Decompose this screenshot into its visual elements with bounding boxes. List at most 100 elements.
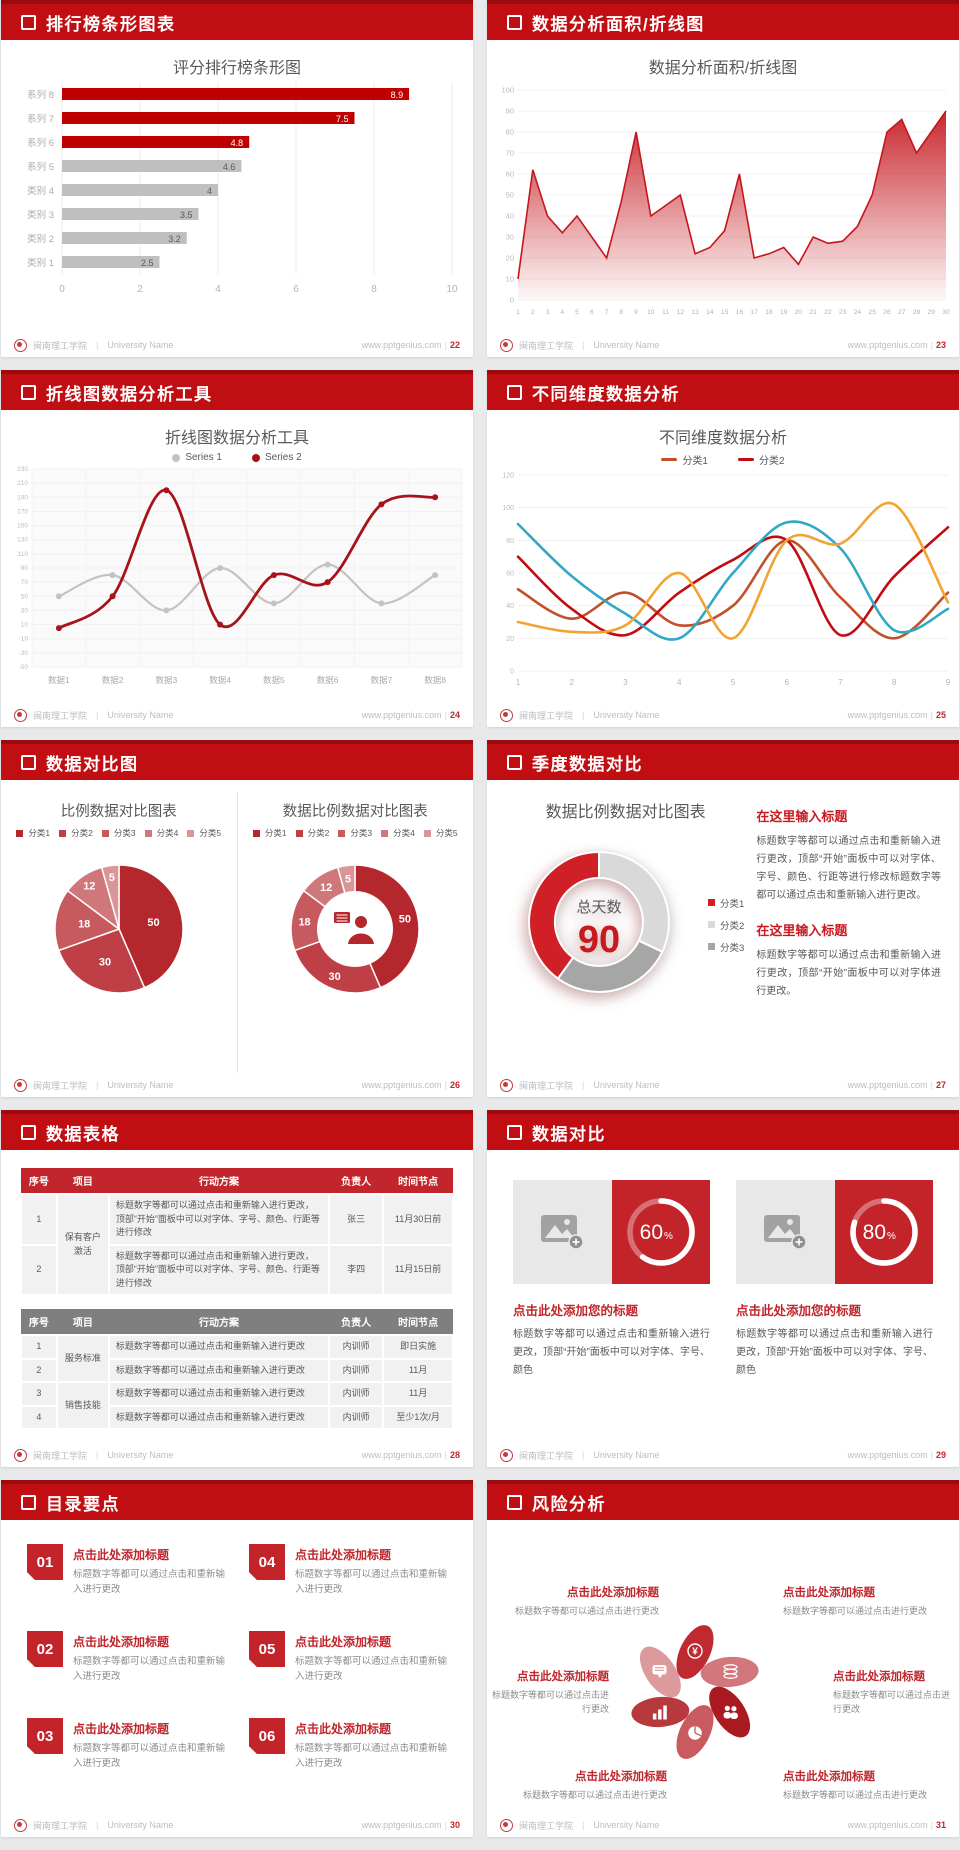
org-name: 闽南理工学院 [519, 1450, 574, 1461]
span: 闽南理工学院 | University Name [500, 1078, 660, 1092]
coins-icon [723, 1664, 738, 1679]
chat-icon [652, 1665, 667, 1679]
chart-title: 数据分析面积/折线图 [648, 60, 798, 77]
data-point [163, 487, 170, 494]
text: 50 [506, 191, 514, 200]
text: 4.6 [223, 162, 236, 172]
slide-data-tables: 数据表格 序号 项目 行动方案 负责人 时间节点 1 保有客户激活 标题数字等都可以通过点击和… [1, 1110, 473, 1467]
slide-title-bar: 数据分析面积/折线图 [487, 0, 959, 40]
tr: 序号 项目 行动方案 负责人 时间节点 [20, 1309, 454, 1335]
donut-panel: 数据比例数据对比图表 总天数 90 分类1 分类2 分类3 [501, 780, 750, 1073]
legend-swatch [661, 458, 678, 461]
table-row: 3 销售技能 标题数字等都可以通过点击和重新输入进行更改 内训师 11月 [19, 1381, 455, 1430]
bar-chart: 0 2 4 6 8 10 系列 8 8.9 系列 7 7.5 系列 6 4.8 系列 5 4.6 类别 4 4… [27, 82, 458, 295]
data-point [378, 501, 385, 508]
org-name-en: University Name [107, 710, 174, 720]
circle [564, 1219, 571, 1225]
quarter-donut-chart: 总天数 90 [528, 850, 670, 993]
ellipse [723, 1673, 738, 1679]
org-name-en: University Name [593, 710, 660, 720]
money-bag-icon: ¥ [687, 1643, 703, 1659]
table-cell: 标题数字等都可以通过点击和重新输入进行更改 [107, 1404, 331, 1430]
pie-panel: 比例数据对比图表 分类1 分类2 分类3 分类4 分类5 50 30 18 12 5 [1, 792, 237, 1073]
text: 6 [785, 678, 790, 687]
slice-分类2 [57, 928, 146, 994]
table-header-cell: 行动方案 [108, 1168, 330, 1194]
legend-swatch [187, 829, 195, 837]
circle [687, 1643, 703, 1659]
area-line [517, 110, 947, 280]
text: 数据4 [209, 675, 231, 685]
segment-分类1 [528, 850, 600, 980]
slide-title-bar: 数据表格 [1, 1110, 473, 1150]
text: 0 [510, 296, 514, 305]
square-outline-icon [507, 754, 522, 770]
text: 20 [795, 309, 803, 316]
bar [62, 256, 160, 268]
data-point [217, 565, 224, 571]
table-cell: 李四 [328, 1243, 385, 1296]
risk-label-body: 标题数字等都可以通过点击进行更改 [833, 1690, 951, 1714]
slide-title: 风险分析 [532, 1494, 606, 1514]
span: 闽南理工学院 | University Name [500, 338, 659, 352]
text: 40 [506, 212, 514, 221]
span: 闽南理工学院 | University Name [500, 708, 660, 722]
chart-title: 不同维度数据分析 [658, 430, 787, 447]
table-cell: 4 [19, 1404, 58, 1430]
table-cell: 11月 [382, 1357, 455, 1383]
text: 7 [838, 678, 843, 687]
legend-label: 分类4 [156, 828, 179, 838]
data-point [324, 561, 331, 568]
text: 5 [109, 872, 115, 884]
data-table-2: 序号 项目 行动方案 负责人 时间节点 1 服务标准 标题数字等都可以通过点击和重新输入进行更… [19, 1309, 455, 1430]
text: 11 [662, 309, 669, 316]
org-name-en: University Name [593, 1080, 660, 1090]
legend-label: 分类2 [720, 920, 745, 932]
text: 8 [892, 678, 897, 687]
legend-label: Series 1 [185, 452, 222, 463]
multi-line-chart-area: 0 20 40 60 80 100 120 1 2 3 4 5 6 7 8 9 [487, 467, 959, 696]
text: 系列 6 [27, 137, 54, 149]
slide-body: 数据比例数据对比图表 总天数 90 分类1 分类2 分类3 在这里输入标题 标题数字等都… [487, 780, 959, 1073]
legend-item: 分类5 [187, 827, 221, 839]
card-title: 点击此处添加您的标题 [736, 1304, 862, 1318]
footer-separator: | [930, 1450, 933, 1460]
org-name: 闽南理工学院 [33, 1080, 88, 1091]
square-outline-icon [507, 384, 522, 400]
span: 闽南理工学院 | University Name [14, 1448, 173, 1462]
text: -30 [19, 650, 29, 657]
donut-chart-area: 50 30 18 12 5 [253, 839, 457, 1026]
span: www.pptgenius.com | 26 [362, 1080, 460, 1090]
slide-title-bar: 排行榜条形图表 [1, 0, 473, 40]
legend-swatch [16, 829, 24, 837]
text: 2 [531, 309, 535, 316]
school-logo-icon [500, 1448, 513, 1462]
page-number: 22 [449, 340, 460, 350]
table-cell: 至少1次/月 [382, 1404, 455, 1430]
text: 120 [502, 473, 514, 480]
slide-body: 不同维度数据分析 分类1 分类2 0 20 40 60 80 100 120 1 2 3 4 5 6 7 8 9 [487, 410, 959, 703]
slice-分类1 [118, 864, 184, 989]
chart-title: 折线图数据分析工具 [164, 430, 309, 447]
footer-separator: | [96, 340, 99, 350]
data-point [432, 494, 439, 501]
legend-label: 分类1 [720, 898, 745, 910]
legend-item: 分类2 [738, 452, 785, 467]
text: 4 [560, 309, 564, 316]
legend-label: 分类3 [720, 942, 745, 954]
page-number: 31 [935, 1820, 946, 1830]
div: 80% [834, 1180, 933, 1284]
slide-line-analysis: 折线图数据分析工具 折线图数据分析工具 Series 1 Series 2 -50… [1, 370, 473, 727]
footer-separator: | [930, 340, 933, 350]
item-title: 点击此处添加标题 [295, 1548, 392, 1562]
square-outline-icon [507, 1494, 522, 1510]
text: ¥ [692, 1647, 698, 1658]
chart-title: 数据比例数据对比图表 [545, 804, 706, 821]
school-logo-icon [14, 1448, 27, 1462]
legend-item: Series 2 [252, 452, 302, 463]
span: www.pptgenius.com | 25 [848, 710, 946, 720]
table-cell: 内训师 [328, 1334, 385, 1360]
school-logo-icon [500, 1078, 513, 1092]
slide-title-bar: 目录要点 [1, 1480, 473, 1520]
item-number-badge: 05 [249, 1631, 285, 1667]
